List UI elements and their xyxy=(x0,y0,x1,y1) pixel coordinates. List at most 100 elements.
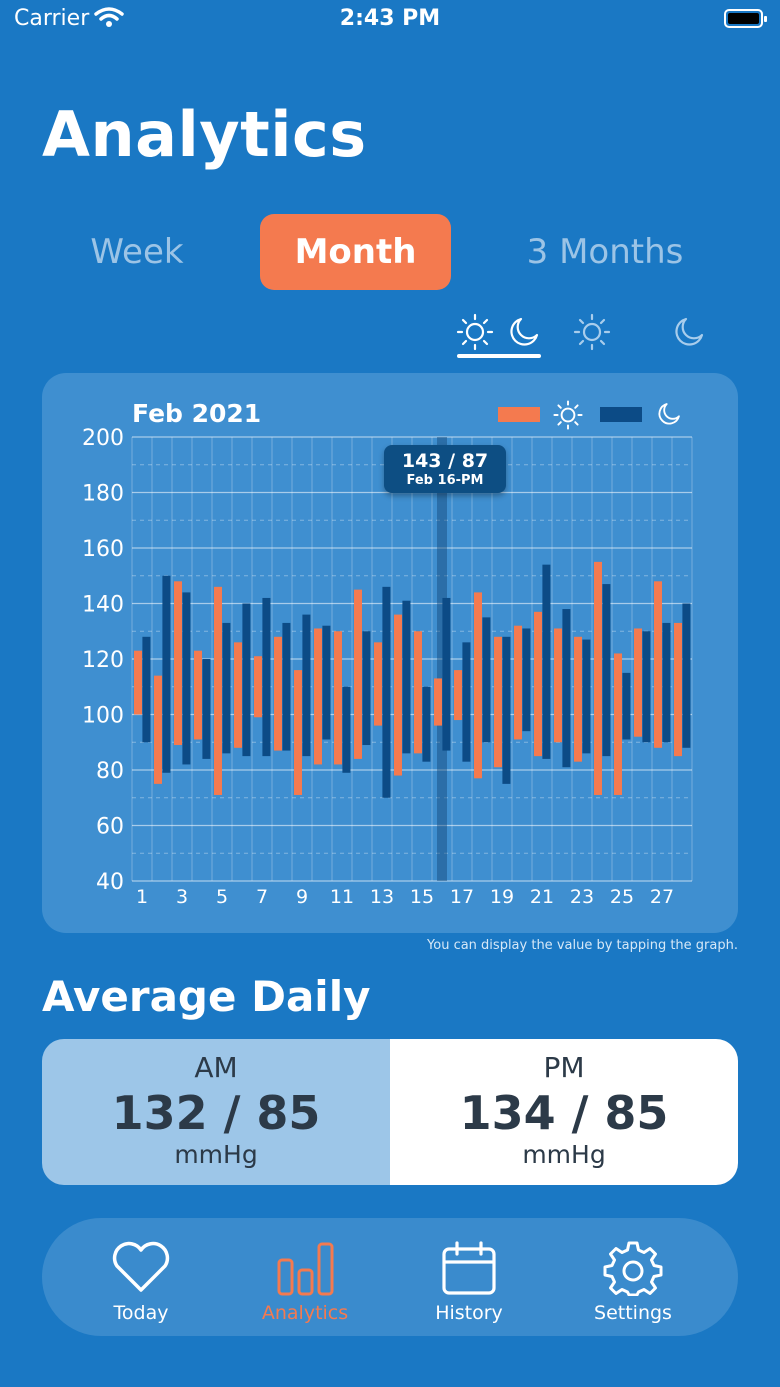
am-bar xyxy=(394,614,402,776)
x-tick-label: 5 xyxy=(216,886,228,908)
pm-bar xyxy=(522,628,531,732)
am-bar xyxy=(414,631,422,754)
pm-bar xyxy=(422,686,431,762)
y-tick-label: 140 xyxy=(82,593,124,618)
pm-bar xyxy=(462,642,471,762)
tab-settings[interactable]: Settings xyxy=(558,1218,708,1336)
am-bar xyxy=(354,589,362,759)
y-tick-label: 80 xyxy=(96,759,124,784)
pm-bar xyxy=(502,636,511,784)
pm-bar xyxy=(202,659,211,759)
tab-history[interactable]: History xyxy=(394,1218,544,1336)
tab-analytics-label: Analytics xyxy=(261,1302,349,1324)
highlight-column xyxy=(437,437,447,881)
tab-today[interactable]: Today xyxy=(66,1218,216,1336)
pm-bar xyxy=(162,575,171,773)
filter-am-button[interactable] xyxy=(572,310,612,356)
pm-bar xyxy=(302,614,311,757)
x-tick-label: 13 xyxy=(370,886,394,908)
y-tick-label: 120 xyxy=(82,648,124,673)
pm-bar xyxy=(342,686,351,773)
x-tick-label: 23 xyxy=(570,886,594,908)
bar-chart-icon xyxy=(277,1242,334,1296)
am-bar xyxy=(374,642,382,726)
status-bar: Carrier 2:43 PM xyxy=(0,0,780,40)
tab-bar: Today Analytics History Settings xyxy=(42,1218,738,1336)
chart-card[interactable]: 40 60 80 100 120 140 160 180 200 1 3 5 7 9 11 13 15 17 19 2… xyxy=(42,373,738,933)
average-pm-card: PM 134 / 85 mmHg xyxy=(390,1039,738,1185)
x-tick-label: 9 xyxy=(296,886,308,908)
am-bar xyxy=(594,561,602,795)
chart-hint: You can display the value by tapping the… xyxy=(427,938,738,953)
pm-bar xyxy=(642,631,651,743)
gear-icon xyxy=(603,1241,663,1296)
legend-pm-swatch xyxy=(600,407,642,422)
am-bar xyxy=(674,622,682,757)
pm-bar xyxy=(402,600,411,754)
x-tick-label: 25 xyxy=(610,886,634,908)
x-tick-label: 21 xyxy=(530,886,554,908)
tooltip-value: 143 / 87 xyxy=(401,450,489,472)
am-bar xyxy=(334,631,342,765)
filter-selected-indicator xyxy=(457,354,541,358)
am-bar xyxy=(434,678,442,726)
legend-am-swatch xyxy=(498,407,540,422)
average-pm-unit: mmHg xyxy=(522,1140,606,1169)
pm-bar xyxy=(582,639,591,754)
pm-bar xyxy=(562,609,571,768)
x-tick-label: 15 xyxy=(410,886,434,908)
sun-icon xyxy=(573,313,611,351)
tab-3-months[interactable]: 3 Months xyxy=(526,232,684,272)
pm-bar xyxy=(142,636,151,743)
am-bar xyxy=(454,670,462,721)
pm-bar xyxy=(182,592,191,765)
am-bar xyxy=(294,670,302,795)
tab-analytics[interactable]: Analytics xyxy=(230,1218,380,1336)
y-tick-label: 40 xyxy=(96,870,124,895)
tab-week[interactable]: Week xyxy=(90,232,184,272)
pm-bar xyxy=(482,617,491,743)
am-bar xyxy=(634,628,642,737)
x-tick-label: 19 xyxy=(490,886,514,908)
heart-icon xyxy=(112,1241,170,1292)
pm-bar xyxy=(442,597,451,751)
x-tick-label: 27 xyxy=(650,886,674,908)
average-am-card: AM 132 / 85 mmHg xyxy=(42,1039,390,1185)
x-tick-label: 3 xyxy=(176,886,188,908)
am-bar xyxy=(194,650,202,740)
sun-icon xyxy=(456,313,494,351)
am-bar xyxy=(234,642,242,748)
pm-bar xyxy=(542,564,551,759)
chart-tooltip: 143 / 87 Feb 16-PM xyxy=(384,445,506,493)
am-bar xyxy=(534,611,542,757)
average-am-value: 132 / 85 xyxy=(111,1086,321,1140)
am-bar xyxy=(214,586,222,795)
am-bar xyxy=(314,628,322,765)
average-daily-panel: AM 132 / 85 mmHg PM 134 / 85 mmHg xyxy=(42,1039,738,1185)
am-bar xyxy=(274,636,282,751)
am-bar xyxy=(654,581,662,748)
range-tabs: Week Month 3 Months xyxy=(0,214,780,292)
sun-icon xyxy=(553,400,583,430)
pm-bar xyxy=(682,603,691,748)
x-tick-label: 1 xyxy=(136,886,148,908)
pm-bar xyxy=(282,622,291,751)
pm-bar xyxy=(622,672,631,740)
am-bar xyxy=(174,581,182,746)
y-tick-label: 180 xyxy=(82,482,124,507)
am-bar xyxy=(494,636,502,768)
am-bar xyxy=(614,653,622,795)
pm-bar xyxy=(362,631,371,746)
x-tick-label: 11 xyxy=(330,886,354,908)
pm-bar xyxy=(382,586,391,798)
chart-title: Feb 2021 xyxy=(132,399,262,428)
y-tick-label: 60 xyxy=(96,815,124,840)
filter-am-pm-button[interactable] xyxy=(455,310,543,358)
tab-today-label: Today xyxy=(113,1302,169,1324)
pm-bar xyxy=(262,597,271,757)
carrier-label: Carrier xyxy=(14,6,90,31)
filter-pm-button[interactable] xyxy=(672,310,706,353)
average-am-unit: mmHg xyxy=(174,1140,258,1169)
tab-month[interactable]: Month xyxy=(260,214,451,290)
